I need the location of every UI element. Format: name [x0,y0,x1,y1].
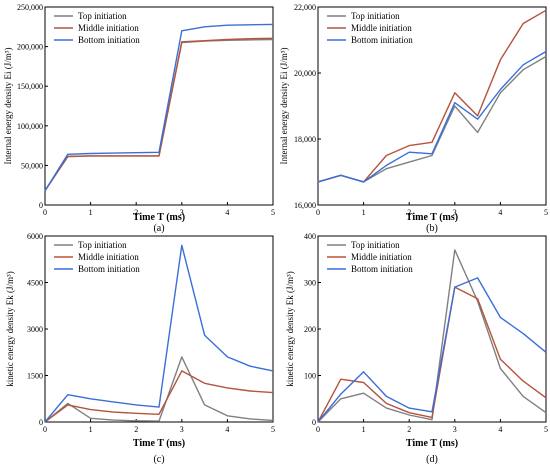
panel-b-ytick-label: 18,000 [294,135,316,144]
panel-c-series-top-line [44,356,274,423]
panel-a-ytick-label: 0 [39,201,43,210]
panel-c-series [44,244,274,423]
panel-a-ytick-label: 100,000 [17,122,43,131]
panel-b-ytick-label: 20,000 [294,69,316,78]
panel-d: 0 1 2 3 4 5 0 100 200 300 400 Top initiation Middle… [285,232,548,465]
panel-c-ytick-label: 0 [39,418,43,427]
panel-a-series-bottom-line [44,23,274,192]
panel-a-plot-frame [44,6,274,206]
panel-b-series [317,9,547,183]
panel-b-xtick-label: 3 [453,208,457,217]
panel-c-xtick-label: 3 [180,425,184,434]
panel-b-series-top-line [317,55,547,183]
panel-d-label: (d) [426,454,438,465]
panel-b-plot-frame [317,6,547,206]
panel-a-series-middle-line [44,37,274,192]
panel-d-xtick-label: 2 [407,425,411,434]
panel-c-legend-middle-label: Middle initiation [78,252,139,262]
panel-a-legend: Top initiation Middle initiation Bottom in… [54,11,140,45]
panel-d-legend: Top initiation Middle initiation Bottom in… [327,240,413,274]
panel-c-ytick-label: 1500 [27,372,43,381]
panel-c-ytick-label: 3000 [27,325,43,334]
panel-d-legend-middle-label: Middle initiation [351,252,412,262]
panel-d-legend-top-label: Top initiation [351,240,400,250]
panel-c-legend: Top initiation Middle initiation Bottom in… [54,240,140,274]
panel-d-series [317,249,547,423]
panel-b-xtick-label: 0 [316,208,320,217]
panel-d-ytick-label: 400 [304,232,316,241]
panel-c: 0 1 2 3 4 5 0 1500 3000 4500 6000 Top initiation Mi… [5,232,275,465]
panel-d-ytick-label: 100 [304,372,316,381]
panel-c-series-bottom-line [44,244,274,423]
panel-b-legend: Top initiation Middle initiation Bottom in… [327,11,413,45]
panel-d-xtick-label: 3 [453,425,457,434]
panel-d-legend-bottom-label: Bottom initiation [351,264,413,274]
panel-a-xtick-label: 5 [271,208,275,217]
panel-a-xtick-label: 1 [89,208,93,217]
panel-b-series-bottom-line [317,50,547,183]
panel-b-ytick-label: 16,000 [294,201,316,210]
panel-a: 0 1 2 3 4 5 0 50,000 100,000 150,000 200,000 250,00… [3,3,275,234]
panel-c-series-middle-line [44,370,274,423]
panel-c-ticks: 0 1 2 3 4 5 0 1500 3000 4500 6000 [27,232,275,434]
panel-d-xlabel: Time T (ms) [406,438,458,449]
panel-a-xtick-label: 2 [134,208,138,217]
panel-a-xtick-label: 3 [180,208,184,217]
panel-b-ylabel: Internal energy density Ei (J/m³) [279,47,289,164]
panel-a-ticks: 0 1 2 3 4 5 0 50,000 100,000 150,000 200,000 250,00… [17,3,275,217]
panel-c-xtick-label: 4 [225,425,229,434]
panel-a-ytick-label: 50,000 [21,161,43,170]
panel-c-ylabel: kinetic energy density Ek (J/m³) [5,271,15,387]
panel-d-xtick-label: 5 [544,425,548,434]
panel-d-ytick-label: 300 [304,279,316,288]
panel-c-legend-bottom-label: Bottom initiation [78,264,140,274]
panel-b-legend-top-label: Top initiation [351,11,400,21]
panel-c-xtick-label: 1 [89,425,93,434]
panel-a-ylabel: Internal energy density Ei (J/m³) [3,47,13,164]
panel-a-legend-middle-label: Middle initiation [78,23,139,33]
panel-d-ticks: 0 1 2 3 4 5 0 100 200 300 400 [304,232,548,434]
panel-a-series [44,23,274,192]
panel-a-legend-bottom-label: Bottom initiation [78,35,140,45]
panel-a-ytick-label: 150,000 [17,82,43,91]
panel-a-legend-top-label: Top initiation [78,11,127,21]
panel-c-xtick-label: 0 [43,425,47,434]
panel-b-ytick-label: 22,000 [294,3,316,12]
panel-a-xtick-label: 0 [43,208,47,217]
panel-b: 0 1 2 3 4 5 16,000 18,000 20,000 22,000 Top initi… [279,3,548,234]
panel-a-series-top-line [44,38,274,192]
panel-b-ticks: 0 1 2 3 4 5 16,000 18,000 20,000 22,000 [294,3,548,217]
panel-a-xtick-label: 4 [225,208,229,217]
panel-a-xlabel: Time T (ms) [133,212,185,223]
panel-c-xtick-label: 5 [271,425,275,434]
panel-d-ytick-label: 0 [312,418,316,427]
panel-a-ytick-label: 250,000 [17,3,43,12]
panel-c-legend-top-label: Top initiation [78,240,127,250]
panel-a-label: (a) [153,223,164,234]
panel-b-xtick-label: 1 [362,208,366,217]
panel-c-xtick-label: 2 [134,425,138,434]
panel-d-xtick-label: 0 [316,425,320,434]
panel-b-xtick-label: 5 [544,208,548,217]
panel-b-legend-middle-label: Middle initiation [351,23,412,33]
panel-c-ytick-label: 4500 [27,279,43,288]
panel-c-ytick-label: 6000 [27,232,43,241]
panel-d-xtick-label: 1 [362,425,366,434]
panel-d-ytick-label: 200 [304,325,316,334]
panel-d-xtick-label: 4 [498,425,502,434]
panel-b-legend-bottom-label: Bottom initiation [351,35,413,45]
panel-c-label: (c) [153,454,164,465]
panel-c-xlabel: Time T (ms) [133,438,185,449]
panel-a-ytick-label: 200,000 [17,43,43,52]
panel-d-ylabel: kinetic energy density Ek (J/m³) [285,271,295,387]
panel-b-xtick-label: 4 [498,208,502,217]
panel-d-series-middle-line [317,286,547,423]
panel-b-xlabel: Time T (ms) [406,212,458,223]
panel-b-label: (b) [426,223,438,234]
panel-b-xtick-label: 2 [407,208,411,217]
panel-d-series-bottom-line [317,277,547,423]
panel-d-series-top-line [317,249,547,423]
